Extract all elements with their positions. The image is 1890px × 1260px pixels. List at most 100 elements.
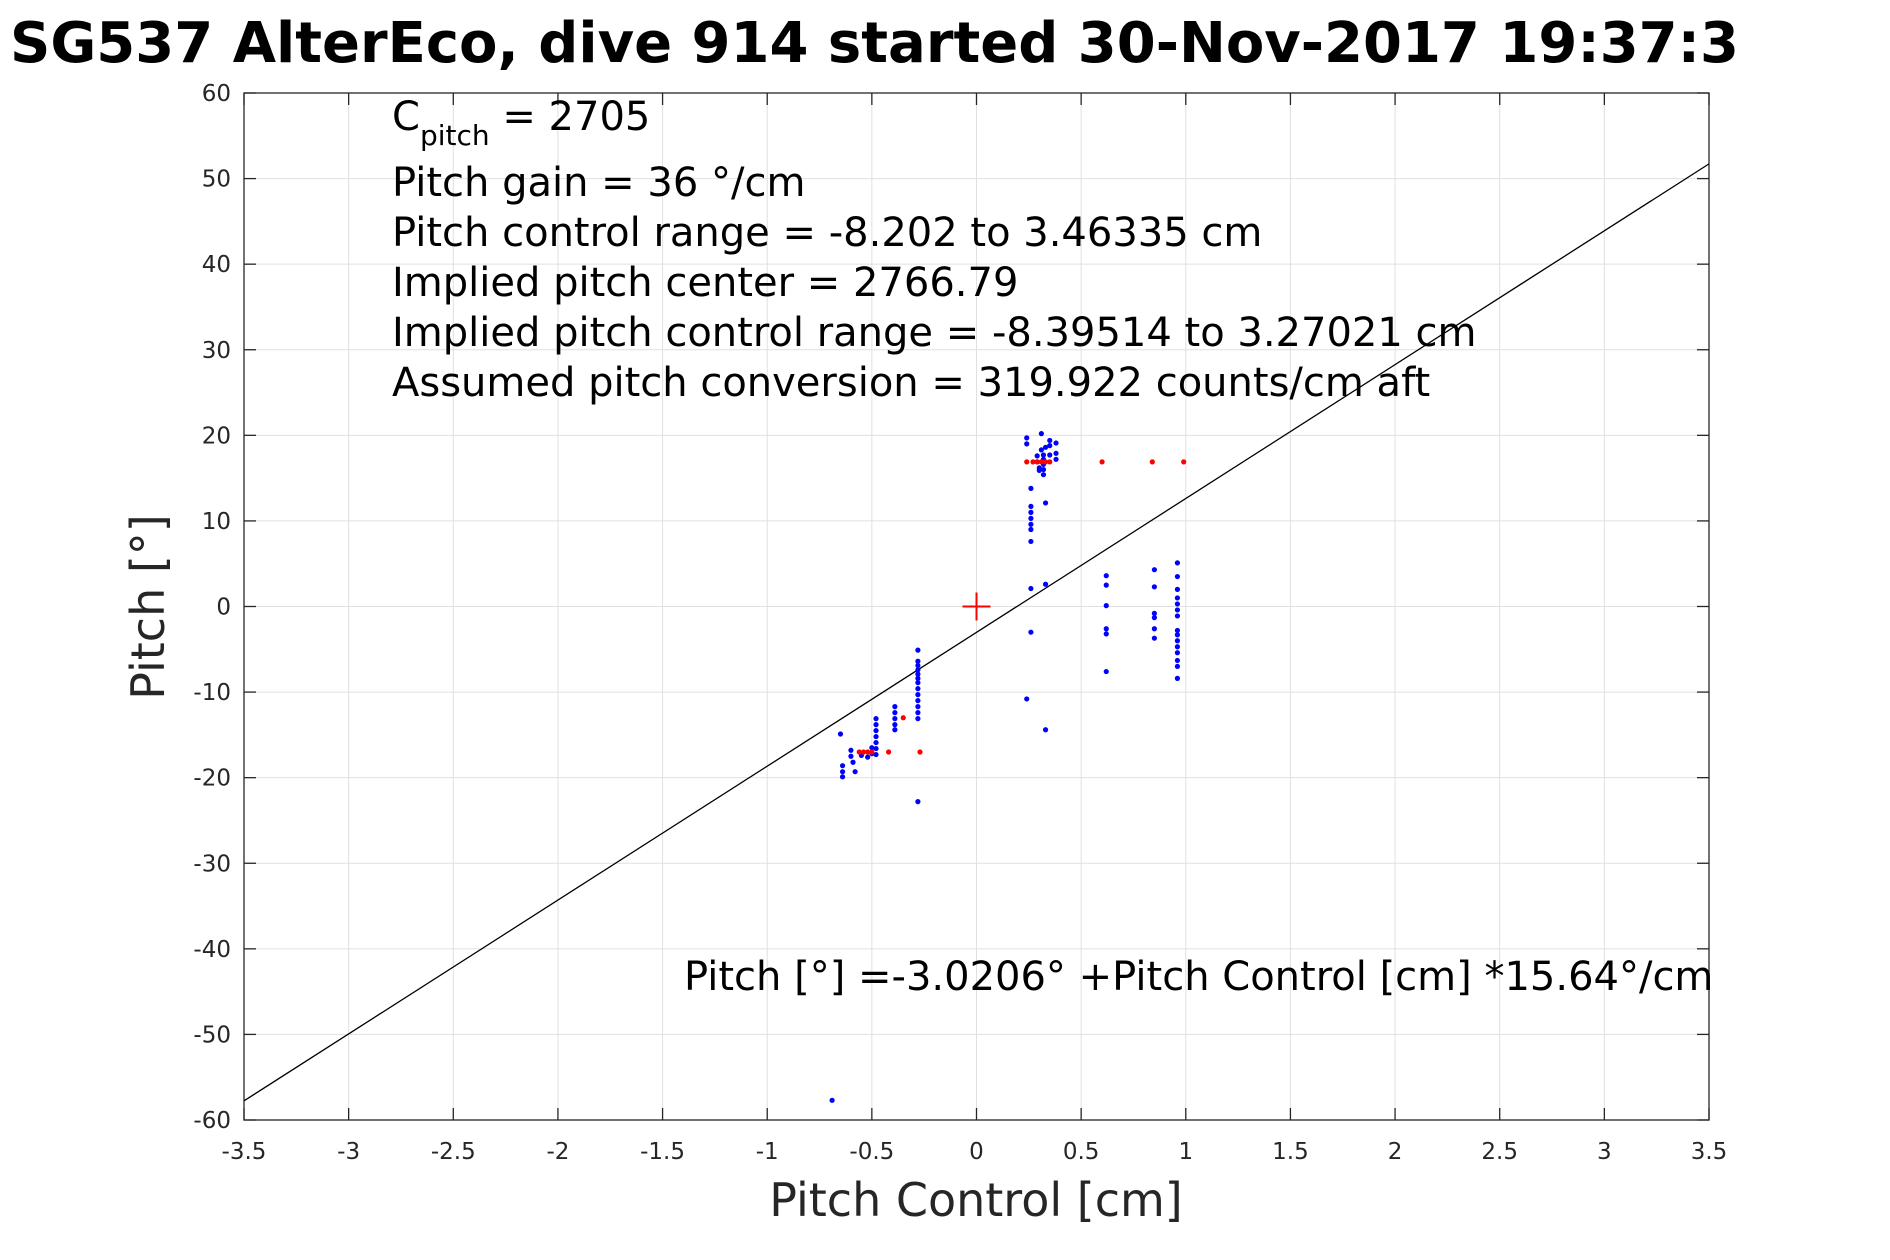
c-pitch-subscript: pitch	[420, 119, 490, 152]
series-red-points	[856, 459, 1187, 755]
blue-data-point	[1174, 613, 1181, 619]
blue-data-point	[873, 733, 879, 740]
blue-data-point	[1174, 607, 1181, 613]
center-marker	[962, 592, 991, 621]
blue-data-point	[839, 763, 846, 769]
red-data-point	[1034, 459, 1040, 465]
chart-title: SG537 AlterEco, dive 914 started 30-Nov-…	[10, 11, 1739, 76]
blue-data-point	[915, 667, 921, 673]
blue-data-point	[1040, 466, 1047, 473]
x-tick-label: -3	[337, 1139, 360, 1165]
blue-data-point	[1174, 560, 1181, 566]
y-tick-label: 10	[202, 509, 231, 535]
red-data-point	[860, 749, 867, 755]
blue-data-point	[1151, 635, 1157, 641]
blue-data-point	[1042, 581, 1049, 587]
blue-data-point	[1174, 586, 1181, 592]
red-data-point	[865, 749, 871, 755]
blue-data-point	[1024, 696, 1030, 702]
blue-data-point	[1024, 435, 1030, 441]
x-tick-label: 2.5	[1481, 1139, 1518, 1165]
blue-data-point	[829, 1097, 835, 1103]
y-tick-label: -40	[193, 937, 231, 963]
red-data-point	[856, 749, 862, 755]
blue-data-point	[1174, 650, 1181, 656]
y-tick-label: 0	[216, 595, 231, 621]
blue-data-point	[892, 727, 898, 733]
blue-data-point	[1103, 582, 1109, 588]
blue-data-point	[850, 759, 856, 765]
blue-data-point	[915, 671, 921, 677]
blue-data-point	[1174, 638, 1181, 644]
annotation-assumed-conversion: Assumed pitch conversion = 319.922 count…	[392, 360, 1430, 406]
blue-data-point	[1151, 610, 1157, 616]
blue-data-point	[1174, 675, 1181, 681]
blue-data-point	[1053, 440, 1059, 446]
blue-data-point	[1028, 585, 1034, 592]
red-data-point	[1047, 459, 1053, 465]
red-data-point	[869, 749, 875, 755]
blue-data-point	[915, 710, 921, 716]
red-data-point	[1099, 459, 1105, 465]
x-tick-label: -1.5	[640, 1139, 685, 1165]
blue-data-point	[873, 727, 879, 734]
blue-data-point	[865, 754, 871, 760]
blue-data-point	[1028, 526, 1034, 533]
y-tick-label: -50	[193, 1022, 231, 1048]
blue-data-point	[915, 698, 921, 704]
blue-data-point	[873, 739, 879, 746]
blue-data-point	[1103, 668, 1109, 675]
blue-data-point	[1040, 472, 1047, 478]
blue-data-point	[1053, 450, 1059, 456]
y-axis-label: Pitch [°]	[121, 514, 175, 700]
blue-data-point	[1028, 538, 1034, 545]
red-data-point	[1181, 459, 1187, 465]
blue-data-point	[852, 769, 858, 775]
blue-data-point	[1028, 485, 1034, 491]
blue-data-point	[915, 647, 921, 653]
blue-data-point	[915, 799, 921, 805]
blue-data-point	[837, 731, 844, 737]
y-tick-label: -60	[193, 1108, 231, 1134]
blue-data-point	[873, 716, 879, 722]
blue-data-point	[1174, 657, 1181, 664]
blue-data-point	[873, 745, 879, 752]
blue-data-point	[1103, 631, 1109, 637]
blue-data-point	[915, 662, 921, 669]
blue-data-point	[915, 686, 921, 692]
x-tick-label: 1.5	[1272, 1139, 1309, 1165]
blue-data-point	[915, 680, 921, 686]
blue-data-point	[839, 774, 846, 780]
y-tick-label: 40	[202, 252, 231, 278]
red-data-point	[1024, 459, 1030, 465]
blue-data-point	[1103, 626, 1109, 632]
red-data-point	[1038, 459, 1044, 465]
x-tick-label: 2	[1388, 1139, 1403, 1165]
x-tick-labels: -3.5 -3 -2.5 -2 -1.5 -1 -0.5 0 0.5 1 1.5 2 2.5 3 3.5	[222, 1139, 1728, 1165]
blue-data-point	[1042, 500, 1049, 506]
blue-data-point	[848, 747, 854, 753]
blue-data-point	[1024, 441, 1030, 447]
y-tick-label: 60	[202, 81, 231, 107]
annotation-implied-center: Implied pitch center = 2766.79	[392, 260, 1018, 306]
annotation-pitch-gain: Pitch gain = 36 °/cm	[392, 160, 805, 206]
tick-marks	[243, 92, 1710, 1121]
blue-data-point	[892, 710, 898, 716]
blue-data-point	[1151, 567, 1157, 573]
y-tick-label: -30	[193, 851, 231, 877]
blue-data-point	[915, 716, 921, 722]
blue-data-point	[1034, 453, 1040, 459]
annotation-implied-range: Implied pitch control range = -8.39514 t…	[392, 310, 1476, 356]
red-data-point	[900, 715, 906, 721]
red-data-point	[1030, 459, 1036, 465]
red-data-point	[917, 749, 923, 755]
blue-data-point	[873, 751, 879, 758]
blue-data-point	[1038, 447, 1044, 453]
blue-data-point	[1053, 456, 1059, 462]
blue-data-point	[1028, 521, 1034, 527]
blue-data-point	[915, 675, 921, 681]
x-tick-label: -2.5	[431, 1139, 476, 1165]
blue-data-point	[839, 769, 846, 775]
blue-data-point	[892, 716, 898, 722]
